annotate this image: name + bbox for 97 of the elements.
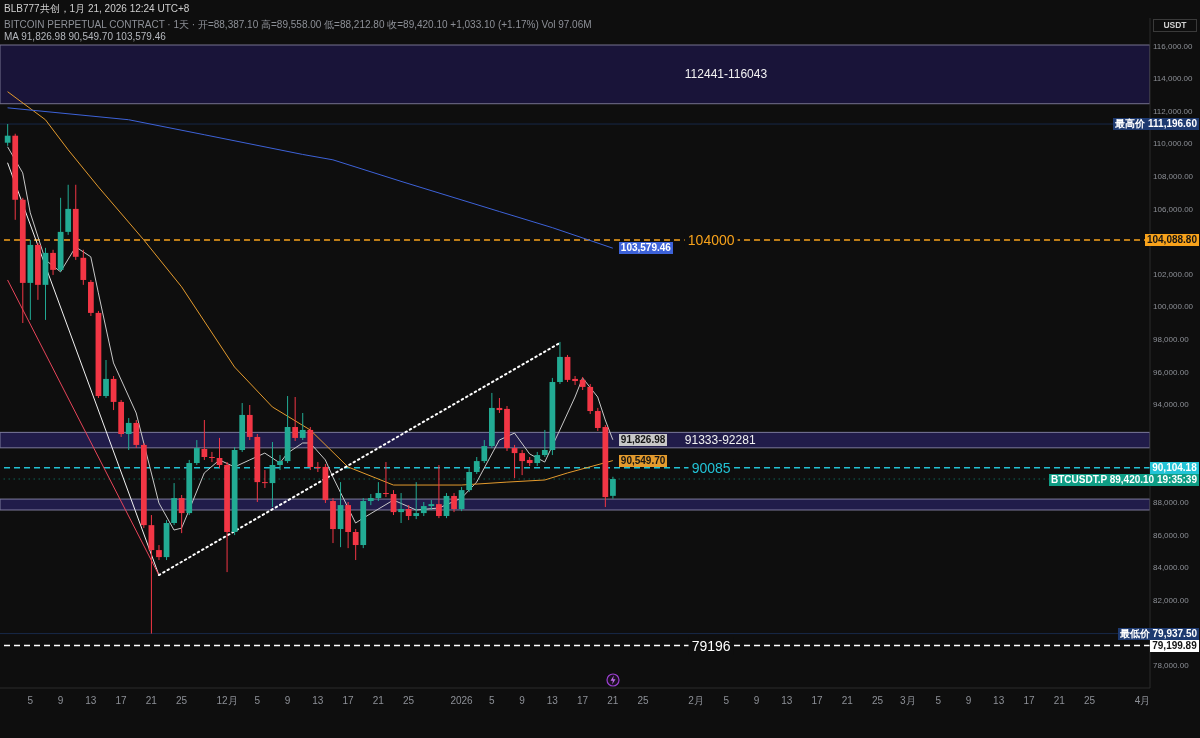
x-tick-label: 21 (841, 695, 854, 707)
candlestick (572, 375, 578, 386)
ref-line-label: 最高价 111,196.60 (1113, 118, 1199, 131)
candlestick (156, 544, 162, 561)
candlestick (519, 449, 526, 476)
x-tick-label: 25 (402, 695, 415, 707)
y-tick-label: 96,000.00 (1153, 367, 1190, 377)
y-tick-label: 108,000.00 (1153, 171, 1194, 181)
candlestick (133, 419, 140, 449)
y-tick-label: 98,000.00 (1153, 334, 1190, 344)
y-tick-label: 86,000.00 (1153, 530, 1190, 540)
x-tick-label: 3月 (900, 695, 916, 707)
x-tick-label: 9 (753, 695, 760, 707)
candlestick (193, 439, 200, 466)
x-tick-label: 9 (284, 695, 291, 707)
ref-line-label: 79,199.89 (1150, 639, 1199, 652)
y-tick-label: 88,000.00 (1153, 498, 1190, 507)
candlestick (262, 469, 268, 489)
candlestick (352, 528, 359, 561)
x-tick-label: 5 (27, 695, 34, 707)
x-tick-label: 13 (993, 695, 1005, 707)
x-tick-label: 13 (85, 695, 97, 707)
y-tick-label: 102,000.00 (1153, 269, 1194, 279)
data-label: 90,549.70 (618, 454, 668, 467)
x-tick-label: 5 (935, 695, 942, 707)
ref-line-label: 104,088.80 (1144, 233, 1199, 246)
x-tick-label: 25 (1083, 695, 1096, 707)
y-tick-label: 100,000.00 (1153, 302, 1194, 312)
y-tick-label: 110,000.00 (1153, 139, 1193, 149)
x-tick-label: 9 (965, 695, 972, 707)
y-tick-label: 82,000.00 (1153, 595, 1190, 605)
candlestick (481, 439, 488, 464)
data-label: 103,579.46 (618, 242, 673, 255)
x-tick-label: 17 (342, 695, 355, 707)
x-tick-label: 4月 (1134, 695, 1151, 707)
candlestick (125, 417, 132, 451)
candlestick (383, 461, 389, 498)
line-series (7, 146, 614, 531)
x-tick-label: 21 (145, 695, 158, 707)
x-tick-label: 12月 (216, 695, 238, 707)
x-tick-label: 5 (254, 695, 261, 707)
candlestick (466, 467, 473, 493)
candlestick (610, 476, 616, 500)
ref-line-label: BTCUSDT.P 89,420.10 19:35:39 (1048, 473, 1199, 486)
x-tick-label: 13 (312, 695, 324, 707)
x-tick-label: 5 (723, 695, 730, 707)
candlestick (50, 249, 56, 276)
candlestick (4, 123, 11, 147)
ref-line-label: 最低价 79,937.50 (1117, 627, 1199, 640)
chart-title: BLB777共创，1月 21, 2026 12:24 UTC+8 (4, 3, 190, 15)
x-tick-label: 17 (115, 695, 128, 707)
x-tick-label: 17 (811, 695, 824, 707)
candlestick (201, 419, 208, 461)
line-series (7, 107, 614, 249)
x-tick-label: 21 (607, 695, 619, 707)
candlestick (65, 184, 72, 236)
candlestick (436, 464, 442, 519)
annotation: 90085 (688, 458, 734, 477)
candlestick (277, 454, 283, 471)
x-tick-label: 13 (781, 695, 793, 707)
data-label: 91,826.98 (618, 433, 668, 446)
annotation: 104000 (684, 230, 738, 249)
candlestick (103, 359, 109, 399)
x-tick-label: 2026 (450, 695, 474, 707)
band-label: 91333-92281 (684, 433, 756, 448)
x-tick-label: 25 (176, 695, 188, 707)
candlestick (209, 451, 215, 463)
y-tick-label: 114,000.00 (1153, 74, 1193, 84)
x-tick-label: 5 (489, 695, 495, 707)
candlestick (80, 249, 87, 286)
candlestick (292, 396, 299, 442)
x-tick-label: 9 (519, 695, 526, 707)
y-tick-label: 112,000.00 (1153, 106, 1193, 116)
line-series (7, 91, 614, 486)
x-tick-label: 25 (637, 695, 650, 707)
x-tick-label: 9 (57, 695, 64, 707)
candlestick (541, 429, 548, 458)
y-tick-label: 116,000.00 (1153, 41, 1193, 51)
x-tick-label: 13 (546, 695, 559, 707)
y-tick-label: 84,000.00 (1153, 563, 1190, 573)
band-label: 112441-116043 (684, 67, 768, 82)
annotation: 79196 (688, 636, 734, 655)
y-tick-label: 94,000.00 (1153, 400, 1190, 410)
x-tick-label: 25 (872, 695, 884, 707)
x-tick-label: 21 (1053, 695, 1066, 707)
x-tick-label: 17 (1023, 695, 1035, 707)
ref-line-label: 90,104.18 (1150, 461, 1199, 474)
x-tick-label: 17 (577, 695, 589, 707)
y-axis-title: USDT (1153, 19, 1197, 32)
chart-subtitle: BITCOIN PERPETUAL CONTRACT · 1天 · 开=88,387.10 高=89,558.00 低=88,212.80 收=89,420.10 +1,033.10 (+1.17%) Vol 97.06M (4, 19, 592, 31)
x-tick-label: 2月 (688, 695, 704, 707)
annotation: MA 91,826.98 90,549.70 103,579.46 (4, 31, 166, 43)
y-tick-label: 78,000.00 (1153, 661, 1190, 671)
y-tick-label: 106,000.00 (1153, 204, 1194, 214)
candlestick (246, 404, 253, 441)
x-tick-label: 21 (372, 695, 385, 707)
candlestick (299, 412, 306, 441)
